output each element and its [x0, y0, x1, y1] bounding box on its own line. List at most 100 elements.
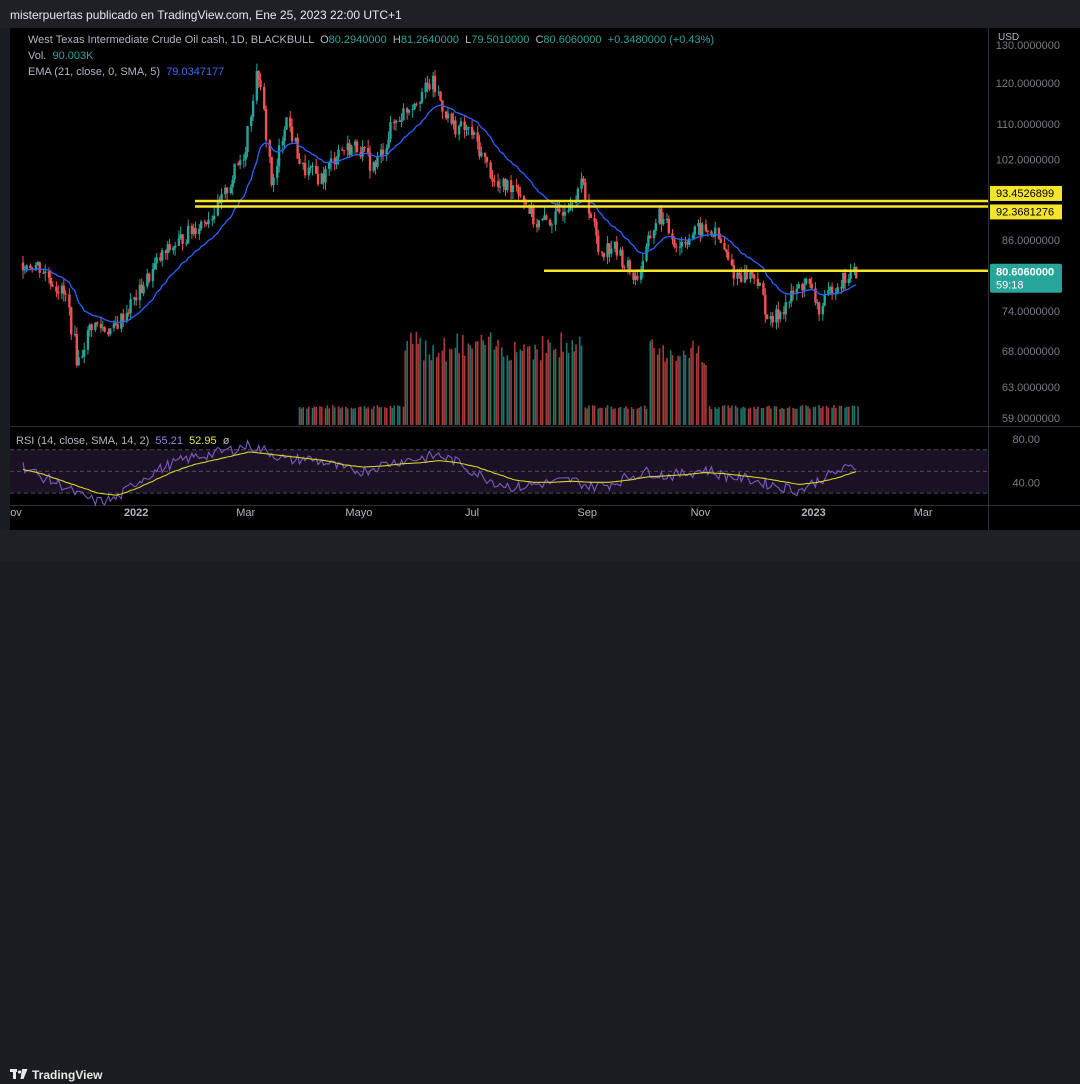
- volume-bar: [627, 408, 629, 425]
- volume-bar: [384, 407, 386, 425]
- volume-bar: [762, 408, 765, 425]
- candle-body: [272, 177, 275, 186]
- candle-body: [628, 260, 632, 273]
- volume-bar: [332, 405, 334, 425]
- candle-body: [595, 222, 598, 236]
- volume-bar: [584, 407, 587, 425]
- legend-c-label: C: [535, 34, 544, 46]
- candle-body: [242, 159, 246, 161]
- candle-body: [840, 287, 843, 289]
- candle-body: [454, 120, 457, 135]
- volume-bar: [742, 406, 744, 425]
- volume-bar: [410, 332, 412, 425]
- volume-bar: [443, 337, 446, 425]
- volume-bar: [744, 407, 746, 425]
- candle-body: [545, 215, 548, 220]
- candle-body: [509, 180, 513, 192]
- tradingview-logo[interactable]: TradingView: [10, 1068, 102, 1082]
- volume-bar: [597, 408, 600, 425]
- candle-body: [749, 272, 752, 280]
- candle-body: [795, 288, 799, 295]
- volume-bar: [424, 340, 427, 425]
- time-tick-label: 2023: [801, 507, 825, 519]
- candle-body: [320, 173, 323, 185]
- volume-bar: [701, 362, 704, 425]
- candle-body: [836, 287, 839, 293]
- candle-body: [181, 234, 184, 244]
- price-tick-label: 63.0000000: [1002, 382, 1060, 394]
- candle-body: [684, 241, 687, 244]
- candle-body: [389, 122, 392, 140]
- candle-body: [645, 246, 648, 261]
- candle-body: [361, 146, 364, 157]
- price-tick-label: 102.0000000: [996, 155, 1060, 167]
- candle-body: [762, 282, 765, 295]
- candle-body: [541, 218, 544, 221]
- volume-bar: [705, 364, 707, 425]
- volume-bar: [389, 406, 392, 425]
- candle-body: [710, 231, 713, 236]
- candle-body: [116, 324, 119, 329]
- chart-area[interactable]: USD 130.0000000 120.0000000 110.0000000 102.…: [10, 28, 1080, 530]
- candle-body: [608, 243, 611, 254]
- volume-bar: [547, 339, 549, 425]
- candle-body: [849, 270, 852, 279]
- candle-body: [398, 120, 401, 122]
- volume-bar: [669, 350, 672, 425]
- volume-bar: [614, 408, 616, 425]
- volume-bar: [480, 334, 483, 425]
- candle-body: [83, 349, 86, 357]
- candle-body: [220, 194, 223, 204]
- candle-body: [77, 357, 80, 366]
- tradingview-logo-icon: [10, 1069, 28, 1081]
- volume-bar: [298, 407, 301, 425]
- candle-body: [713, 227, 717, 237]
- candle-body: [385, 147, 388, 155]
- volume-bar: [450, 348, 453, 425]
- candle-body: [122, 313, 125, 322]
- candle-body: [374, 162, 377, 167]
- candle-body: [615, 241, 619, 256]
- volume-bar: [792, 407, 794, 425]
- volume-bar: [807, 406, 809, 425]
- candle-body: [567, 210, 570, 212]
- candle-body: [346, 143, 349, 151]
- legend-h-label: H: [392, 34, 401, 46]
- candle-body: [350, 145, 353, 156]
- volume-bar: [840, 405, 843, 425]
- volume-bar: [497, 339, 499, 425]
- volume-bar: [656, 354, 659, 425]
- candle-body: [49, 277, 53, 286]
- candle-body: [353, 141, 357, 146]
- volume-bar: [610, 406, 613, 425]
- volume-bar: [341, 407, 343, 425]
- candle-body: [647, 235, 650, 247]
- volume-bar: [612, 408, 614, 425]
- volume-bar: [489, 332, 492, 425]
- volume-bar: [534, 344, 536, 425]
- volume-bar: [729, 407, 731, 425]
- candle-body: [38, 262, 41, 273]
- candle-body: [151, 268, 155, 282]
- volume-bar: [487, 336, 490, 425]
- volume-bar: [690, 347, 692, 425]
- volume-bar: [471, 348, 473, 425]
- candle-body: [636, 275, 639, 280]
- candle-body: [164, 250, 168, 253]
- candle-body: [641, 260, 645, 270]
- volume-bar: [371, 408, 373, 425]
- volume-bar: [747, 408, 750, 425]
- time-tick-label: Mar: [914, 507, 933, 519]
- candle-body: [706, 230, 709, 232]
- candle-body: [428, 84, 431, 90]
- volume-bar: [476, 341, 479, 425]
- candle-body: [632, 272, 635, 280]
- candle-body: [212, 215, 216, 220]
- candle-body: [294, 137, 297, 142]
- candle-body: [472, 132, 476, 135]
- candle-body: [216, 201, 220, 216]
- candle-body: [810, 283, 813, 289]
- candle-body: [496, 181, 500, 187]
- candle-body: [103, 327, 106, 332]
